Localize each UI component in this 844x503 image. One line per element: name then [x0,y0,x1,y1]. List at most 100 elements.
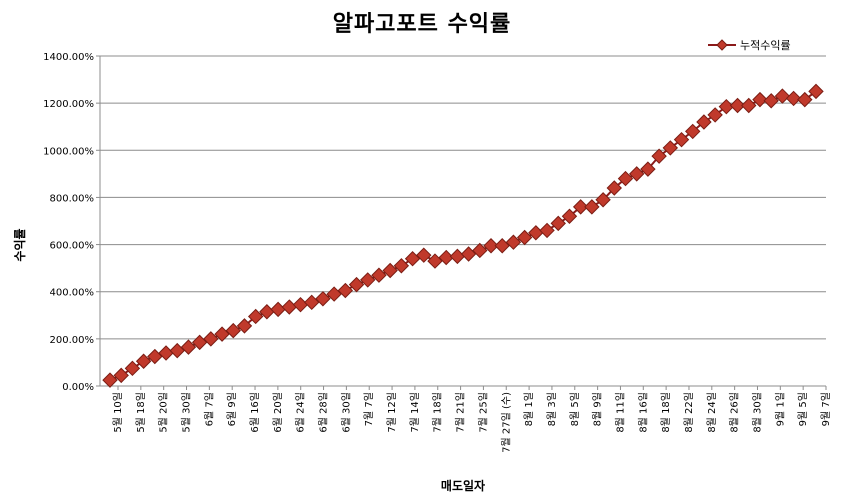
data-point [236,318,253,334]
x-tick-label: 8월 1일 [523,392,535,426]
x-tick-label: 9월 5일 [797,392,809,426]
data-point [113,367,129,384]
data-point [606,180,622,196]
x-tick-labels: 5월 10일 5월 18일 5월 20일 5월 30일 6월 7일 6월 9일 6월 16일… [112,386,832,453]
data-point [460,246,477,262]
data-point [449,248,466,265]
data-point [651,148,667,164]
x-tick-label: 7월 27일 (수) [500,392,512,453]
gridlines [96,55,826,387]
data-point [617,170,634,187]
y-tick-label: 1000.00% [43,146,94,157]
x-tick-label: 7월 21일 [455,392,467,433]
data-point [292,296,309,313]
data-point [169,342,185,359]
data-point [371,267,387,283]
data-point [270,301,286,318]
data-point [203,331,219,347]
y-tick-label: 1200.00% [43,99,94,110]
axes [99,56,826,387]
x-tick-label: 5월 20일 [158,392,170,433]
data-point [124,360,141,377]
x-tick-label: 8월 22일 [683,392,695,433]
data-point [102,372,118,388]
data-point [214,326,230,342]
x-tick-label: 5월 18일 [135,392,147,433]
x-tick-label: 6월 7일 [203,392,215,426]
data-point [225,322,241,339]
data-point [393,258,410,274]
data-point [360,272,376,288]
x-tick-label: 8월 3일 [546,392,558,426]
x-tick-label: 8월 30일 [751,392,763,433]
data-point [472,242,488,259]
x-tick-label: 8월 18일 [660,392,672,433]
x-tick-label: 8월 24일 [706,392,718,433]
data-point [673,131,690,148]
series-cumulative-return [102,83,824,388]
data-point [685,123,701,140]
data-point [180,339,197,355]
data-point [382,262,398,279]
data-point [572,199,589,215]
data-point [404,251,421,267]
legend: 누적수익률 [708,39,791,52]
data-point [628,166,645,182]
y-tick-label: 0.00% [62,382,94,393]
data-point [191,334,208,351]
data-point [247,308,264,325]
data-point [483,238,499,254]
y-tick-labels: 0.00% 200.00% 400.00% 600.00% 800.00% 1000.00… [43,52,94,393]
x-tick-label: 7월 18일 [432,392,444,433]
y-tick-label: 200.00% [50,335,95,346]
data-point [348,276,365,293]
data-point [416,247,432,263]
data-point [640,161,656,177]
data-point [539,222,555,239]
x-tick-label: 5월 10일 [112,392,124,433]
x-tick-label: 7월 25일 [477,392,489,433]
data-point [516,229,533,246]
data-point [741,97,757,114]
data-point [774,88,791,104]
x-tick-label: 8월 16일 [637,392,649,433]
data-point [326,286,342,302]
x-tick-label: 6월 30일 [340,392,352,433]
data-point [281,299,298,315]
data-point [135,353,152,369]
y-tick-label: 600.00% [50,241,95,252]
data-point [427,253,443,269]
x-tick-label: 7월 14일 [409,392,421,433]
data-point [494,238,510,254]
data-point [808,83,824,100]
data-point [662,140,679,156]
data-point [752,91,768,108]
x-tick-label: 8월 9일 [592,392,604,426]
x-tick-label: 8월 11일 [614,392,626,433]
data-point [763,93,779,109]
data-point [147,348,163,365]
x-tick-label: 6월 16일 [249,392,261,433]
x-tick-label: 9월 7일 [820,392,832,426]
data-point [595,192,611,208]
legend-marker [716,39,728,51]
data-point [561,208,578,224]
x-tick-label: 5월 30일 [181,392,193,433]
x-tick-label: 7월 12일 [386,392,398,433]
legend-label: 누적수익률 [740,39,791,52]
data-point [337,282,354,299]
x-tick-label: 6월 20일 [272,392,284,433]
y-tick-label: 1400.00% [43,52,94,63]
y-axis-title: 수익률 [13,228,27,261]
data-point [696,114,712,130]
data-point [707,107,723,123]
x-tick-label: 8월 26일 [729,392,741,433]
x-axis-title: 매도일자 [441,478,485,493]
data-point [304,294,320,311]
x-tick-label: 8월 5일 [569,392,581,426]
x-tick-label: 9월 1일 [774,392,786,426]
data-point [550,215,566,232]
x-tick-label: 6월 28일 [318,392,330,433]
data-point [729,97,746,114]
